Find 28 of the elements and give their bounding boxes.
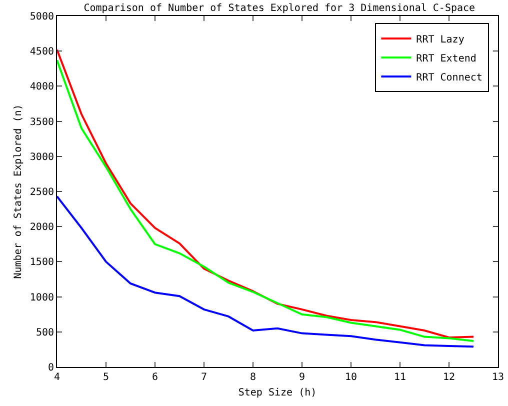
x-tick-label: 11 xyxy=(394,372,406,383)
y-tick-label: 5000 xyxy=(30,12,54,22)
x-tick-label: 10 xyxy=(344,372,358,383)
x-tick-label: 12 xyxy=(442,372,456,383)
x-axis-title: Step Size (h) xyxy=(238,388,317,398)
x-tick-label: 5 xyxy=(102,372,110,383)
x-tick-label: 9 xyxy=(298,372,306,383)
y-tick-label: 3000 xyxy=(30,152,54,163)
y-tick-label: 1000 xyxy=(30,292,54,304)
x-tick-label: 6 xyxy=(152,372,158,383)
legend-label: RRT Extend xyxy=(416,53,476,64)
y-tick-label: 2500 xyxy=(30,187,54,198)
legend-label: RRT Lazy xyxy=(416,34,464,46)
y-tick-label: 1500 xyxy=(30,257,54,268)
line-series xyxy=(57,195,474,348)
y-tick-label: 500 xyxy=(36,327,54,338)
x-tick-label: 4 xyxy=(54,372,60,383)
y-tick-label: 3500 xyxy=(30,116,54,128)
y-tick-label: 2000 xyxy=(30,222,54,234)
y-tick-label: 0 xyxy=(48,362,54,374)
y-axis-title: Number of States Explored (n) xyxy=(12,104,24,279)
x-tick-label: 7 xyxy=(200,372,208,383)
y-tick-label: 4000 xyxy=(30,82,54,93)
x-tick-label: 8 xyxy=(250,372,256,383)
y-tick-label: 4500 xyxy=(30,46,54,58)
chart-title: Comparison of Number of States Explored for 3 Dimensional C-Space xyxy=(84,3,476,14)
legend-label: RRT Connect xyxy=(416,72,482,84)
x-tick-label: 13 xyxy=(492,372,504,383)
